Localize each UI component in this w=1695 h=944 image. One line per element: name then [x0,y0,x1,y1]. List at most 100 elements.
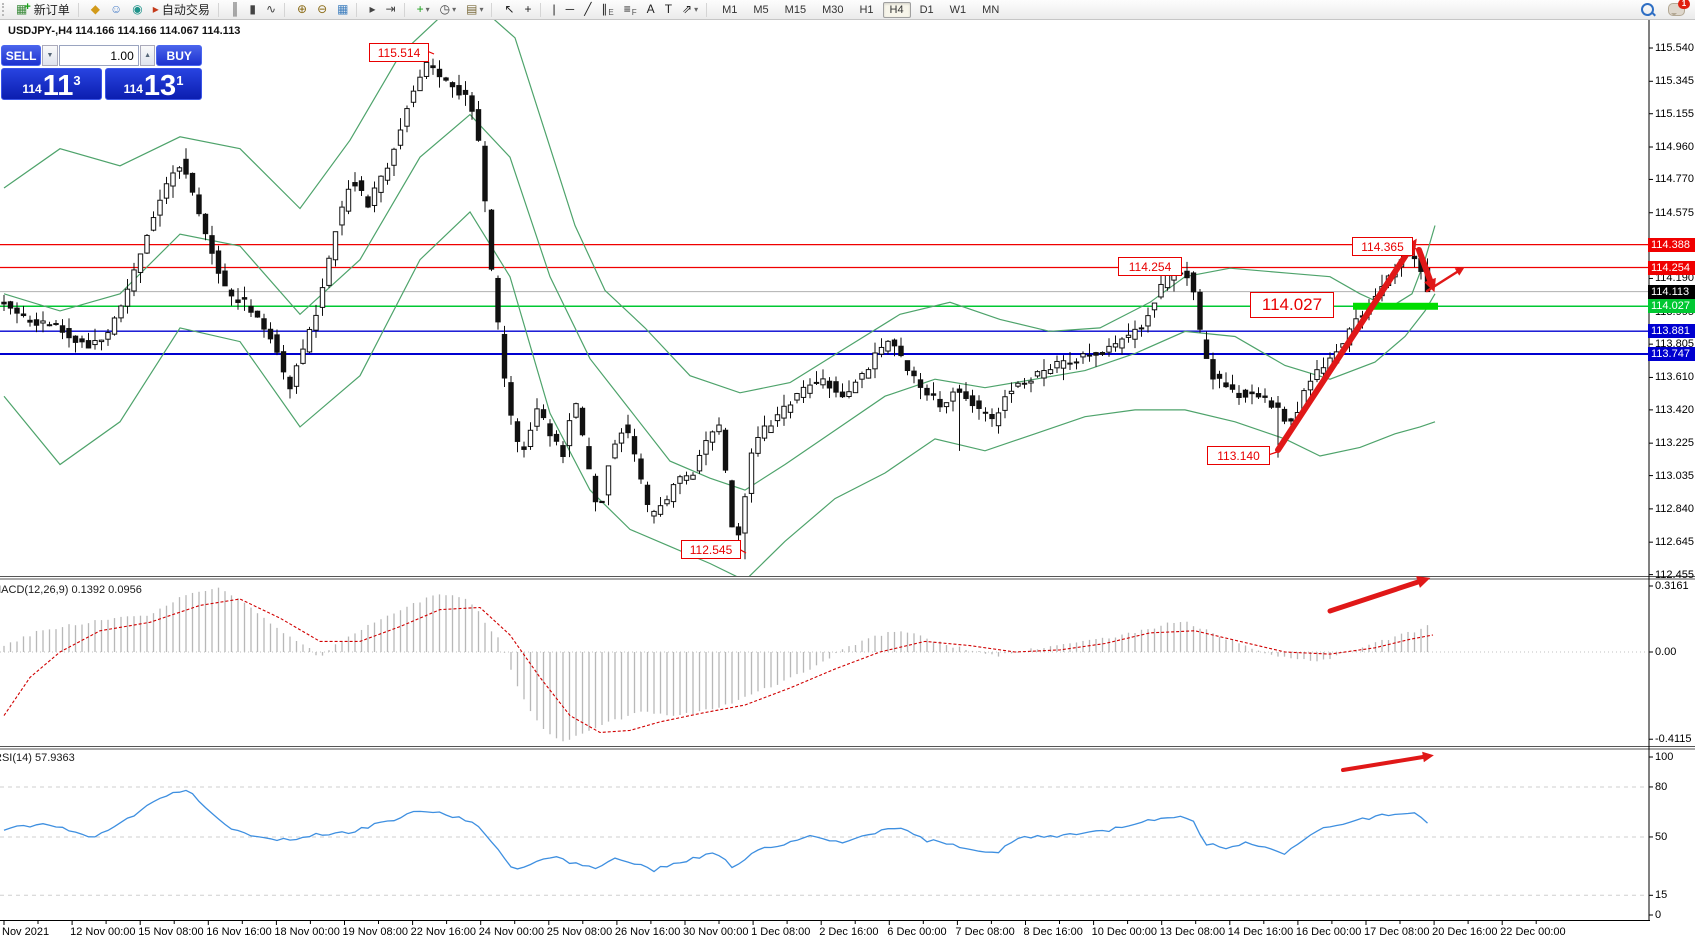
trendline-button[interactable]: ╱ [579,0,596,19]
periods-button[interactable]: ◷ ▾ [435,0,462,19]
templates-button[interactable]: ▤ ▾ [461,0,488,19]
shapes-button[interactable]: ⇗ ▾ [677,0,703,19]
sell-button[interactable]: SELL [1,45,42,66]
timeframe-m15[interactable]: M15 [784,3,807,16]
horizontal-line-button[interactable]: ─ [561,0,580,19]
cursor-icon: ↖ [504,2,515,16]
drawn-arrow [1416,247,1433,283]
toolbar-groups: ▦ + 新订单 ◆ ☺ ◉ ▸ 自动交易 ║ ▮ ∿ ⊕ ⊖ ▦ ▸ ⇥ + ▾ ◷ ▾ ▤ ▾ ↖ + | ─ ╱ ∥ E ≡ F A T ⇗ ▾ [11,0,703,19]
sell-price-button[interactable]: 114 11 3 [1,68,102,101]
chevron-down-icon[interactable]: ▾ [425,5,430,14]
macd-tick: -0.4115 [1655,733,1692,746]
chart-shift-button[interactable]: ⇥ [381,0,401,19]
trendline-icon: ╱ [584,2,592,16]
time-tick: 18 Nov 00:00 [274,926,340,938]
timeframe-w1[interactable]: W1 [949,3,967,16]
channel-button[interactable]: ∥ E [596,0,618,19]
sell-price-figure: 114 [22,82,42,96]
timeframe-m1[interactable]: M1 [722,3,738,16]
autotrade-button[interactable]: ▸ 自动交易 [148,0,215,19]
time-tick: 14 Dec 16:00 [1227,926,1294,938]
volume-down-button[interactable]: ▼ [42,45,58,66]
tile-windows-button[interactable]: ▦ [332,0,353,19]
chevron-down-icon[interactable]: ▾ [452,5,457,14]
toolbar-grip[interactable] [2,3,9,16]
fibonacci-button[interactable]: ≡ F [619,0,642,19]
time-tick: 16 Nov 16:00 [206,926,272,938]
toolbar: ▦ + 新订单 ◆ ☺ ◉ ▸ 自动交易 ║ ▮ ∿ ⊕ ⊖ ▦ ▸ ⇥ + ▾ ◷ ▾ ▤ ▾ ↖ + | ─ ╱ ∥ E ≡ F A T ⇗ ▾… [0,0,1695,20]
chart-type-group: ║ ▮ ∿ [226,0,281,19]
time-tick: 24 Nov 00:00 [478,926,545,938]
price-annotation[interactable]: 115.514 [369,43,429,62]
timeframe-h1[interactable]: H1 [859,3,874,16]
search-icon[interactable] [1641,3,1654,16]
notifications-icon[interactable]: 1 [1668,0,1690,16]
text-button[interactable]: A [642,0,660,19]
indicators-button[interactable]: + ▾ [412,0,435,19]
toolbar-separator [491,2,496,17]
toolbar-separator [403,2,409,17]
toolbar-separator [217,2,223,17]
time-tick: Nov 2021 [2,926,50,938]
price-annotation[interactable]: 113.140 [1207,446,1270,465]
timeframe-h4[interactable]: H4 [882,1,911,18]
macd-tick: 0.3161 [1655,580,1689,592]
time-tick: 8 Dec 16:00 [1023,926,1083,938]
time-tick: 22 Nov 16:00 [410,926,477,938]
vertical-line-button[interactable]: | [548,0,561,19]
price-annotation[interactable]: 114.254 [1118,257,1182,276]
price-tick: 115.345 [1655,75,1694,88]
price-tick: 114.190 [1655,272,1694,285]
drawn-arrow [1275,249,1411,453]
candlestick-button[interactable]: ▮ [244,0,261,19]
volume-up-button[interactable]: ▲ [139,45,156,66]
zoom-in-button[interactable]: ⊕ [292,0,312,19]
objects-group: | ─ ╱ ∥ E ≡ F A T ⇗ ▾ [548,0,704,19]
price-tag: 114.027 [1648,299,1695,314]
rsi-tick: 80 [1655,780,1668,793]
crosshair-button[interactable]: + [520,0,537,19]
chevron-down-icon[interactable]: ▾ [694,5,699,14]
price-annotation[interactable]: 114.365 [1352,237,1413,256]
auto-scroll-button[interactable]: ▸ [364,0,380,19]
price-tick: 115.155 [1655,107,1694,120]
bar-chart-button[interactable]: ║ [226,0,245,19]
time-tick: 25 Nov 08:00 [546,926,613,938]
timeframe-d1[interactable]: D1 [919,3,934,16]
line-chart-button[interactable]: ∿ [261,0,281,19]
price-tag: 113.747 [1648,347,1695,362]
price-tag: 114.254 [1648,260,1695,275]
cursor-button[interactable]: ↖ [499,0,519,19]
rsi-tick: 100 [1655,751,1674,763]
drawn-arrow [1327,579,1421,614]
deposit-button[interactable]: ◆ [86,0,105,19]
trade-panel-top-row: SELL ▼ ▲ BUY [1,45,202,66]
timeframe-m30[interactable]: M30 [822,3,844,16]
buy-button[interactable]: BUY [156,45,202,66]
timeframe-mn[interactable]: MN [982,3,1000,16]
crosshair-icon: + [524,2,532,16]
time-tick: 6 Dec 00:00 [887,926,947,938]
timeframe-toolbar: M1 M5 M15 M30 H1 H4 D1 W1 MN [714,1,1007,18]
zoom-out-button[interactable]: ⊖ [312,0,332,19]
chevron-down-icon[interactable]: ▾ [479,5,484,14]
price-annotation[interactable]: 112.545 [681,540,741,559]
main-pane [0,20,1648,576]
buy-price-button[interactable]: 114 13 1 [105,68,202,102]
price-tag: 113.881 [1648,324,1695,339]
candlestick-icon: ▮ [249,2,256,16]
signals-button[interactable]: ◉ [127,0,147,19]
price-tick: 112.645 [1655,536,1694,549]
drawn-arrow [1425,270,1459,293]
price-annotation[interactable]: 114.027 [1250,292,1334,318]
signal-icon: ◉ [132,2,143,16]
new-order-button[interactable]: ▦ + 新订单 [11,0,75,19]
timeframe-m5[interactable]: M5 [753,3,769,16]
buy-price-pips: 13 [143,70,177,102]
community-button[interactable]: ☺ [105,0,127,19]
time-tick: 30 Nov 00:00 [683,926,749,938]
volume-input[interactable] [58,45,139,66]
label-button[interactable]: T [660,0,677,19]
toolbar-separator [539,2,545,17]
